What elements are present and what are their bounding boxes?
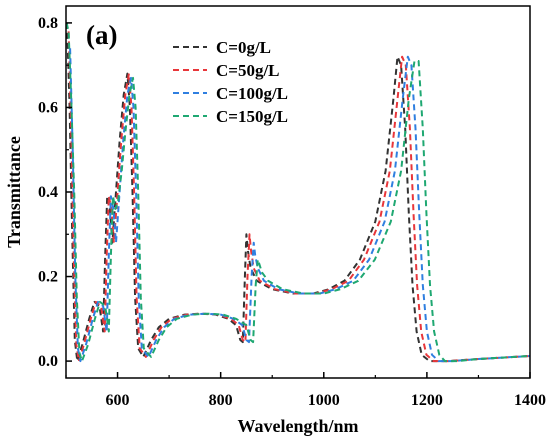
legend-label: C=50g/L — [216, 61, 280, 80]
legend: C=0g/L C=50g/L C=100g/L C=150g/L — [173, 38, 288, 126]
y-axis-ticks: 0.0 0.2 0.4 0.6 0.8 — [38, 15, 72, 370]
x-tick-label: 1000 — [308, 392, 340, 409]
y-axis-label: Transmittance — [4, 136, 24, 248]
y-tick-label: 0.6 — [38, 99, 58, 116]
y-tick-label: 0.4 — [38, 184, 58, 201]
x-axis-ticks: 600 800 1000 1200 1400 — [65, 372, 546, 409]
y-tick-label: 0.0 — [38, 353, 58, 370]
x-tick-label: 1200 — [411, 392, 443, 409]
legend-label: C=150g/L — [216, 107, 288, 126]
series-layer — [66, 22, 530, 363]
y-tick-label: 0.8 — [38, 15, 58, 32]
x-tick-label: 800 — [209, 392, 233, 409]
series-line-3 — [69, 48, 530, 363]
legend-label: C=100g/L — [216, 84, 288, 103]
x-axis-label: Wavelength/nm — [237, 416, 358, 436]
panel-label: (a) — [86, 20, 117, 50]
series-line-4 — [66, 22, 530, 363]
series-line-1 — [66, 22, 530, 363]
x-tick-label: 600 — [106, 392, 130, 409]
legend-label: C=0g/L — [216, 38, 271, 57]
y-tick-label: 0.2 — [38, 269, 58, 286]
x-tick-label: 1400 — [514, 392, 546, 409]
